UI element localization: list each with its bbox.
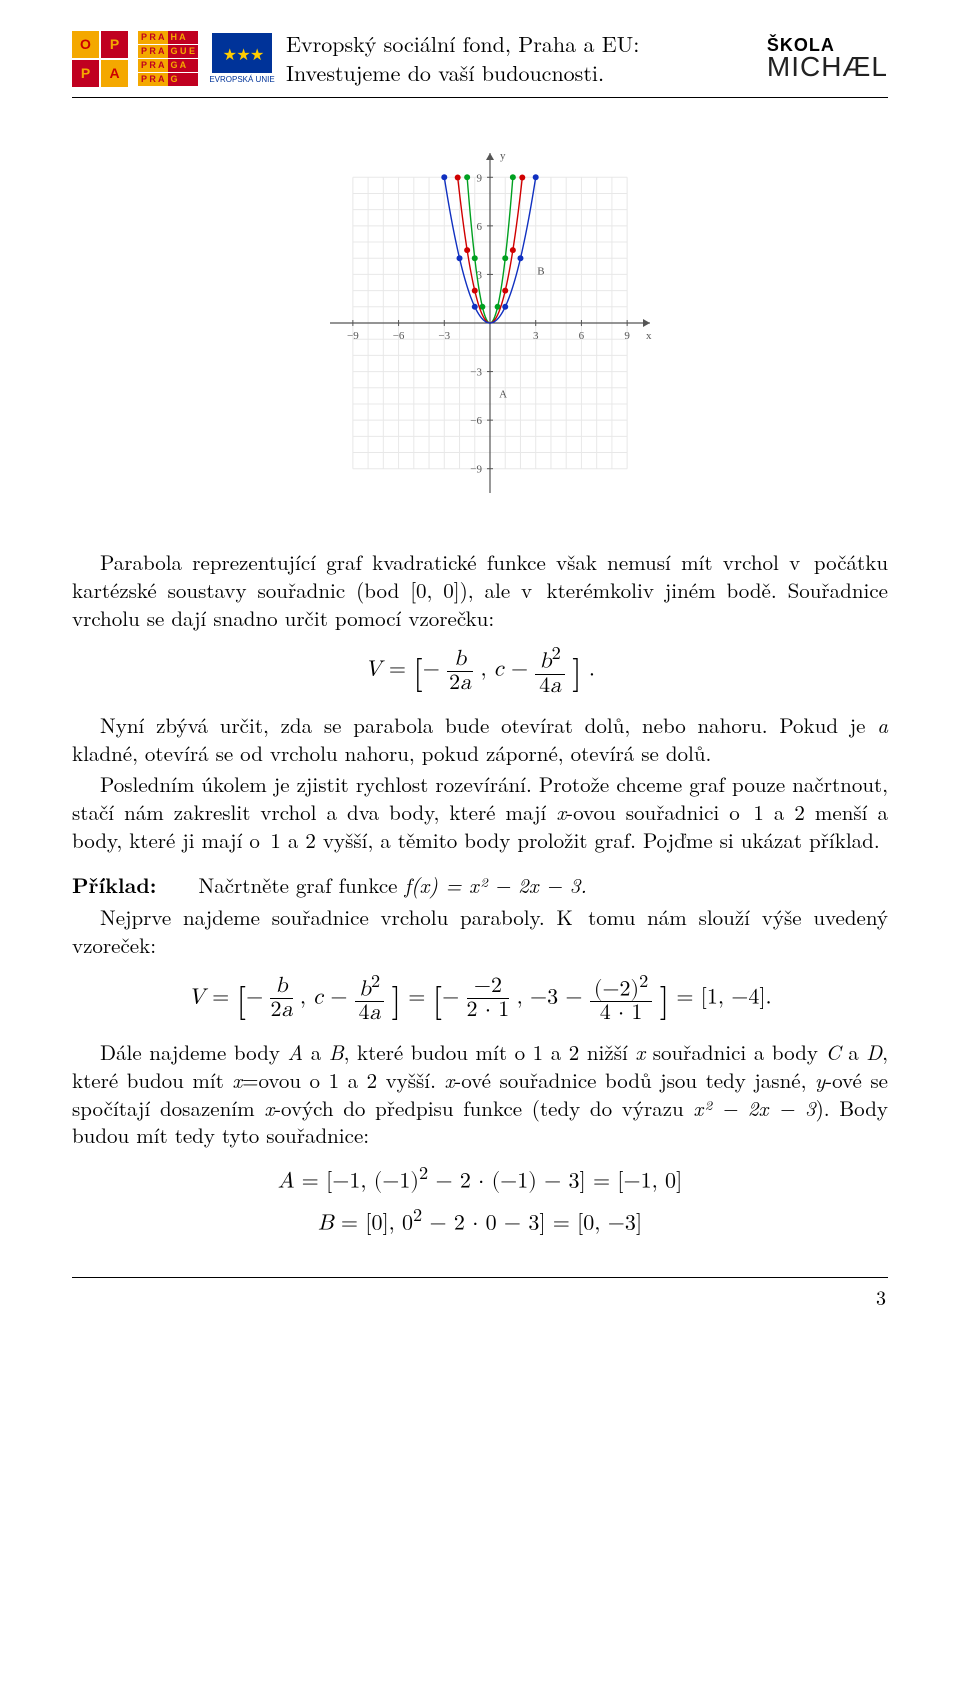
opp-letter: P (72, 60, 99, 87)
svg-text:−6: −6 (470, 415, 482, 427)
var-x: x (556, 797, 566, 827)
prague-row: P R A (138, 73, 168, 86)
p5b: a (303, 1037, 329, 1067)
footer-rule (72, 1277, 888, 1278)
eu-label: EVROPSKÁ UNIE (209, 75, 274, 84)
svg-text:−3: −3 (438, 330, 450, 342)
header-rule (72, 97, 888, 98)
formula-vertex: V = [− b 2a , c − b2 4a ] . (72, 644, 888, 698)
prague-row: P R A (138, 59, 168, 72)
para2-a: Nyní zbývá určit, zda se parabola bude o… (100, 710, 877, 740)
priklad-label: Příklad: (72, 870, 156, 900)
prague-row: G U E (168, 45, 199, 58)
prague-row: G A (168, 59, 199, 72)
chart-svg: −9−9−6−6−3−3336699xyAB (295, 138, 665, 508)
paragraph-3: Posledním úkolem je zjistit rychlost roz… (72, 771, 888, 854)
svg-text:−6: −6 (393, 330, 405, 342)
p5h: -ové souřadnice bodů jsou tedy jasné, (454, 1065, 815, 1095)
formula-point-A: A = [−1, (−1)2 − 2 · (−1) − 3] = [−1, 0] (72, 1162, 888, 1194)
var-C: C (826, 1037, 841, 1067)
p5g: =ovou o 1 a 2 vyšší. (242, 1065, 444, 1095)
parabola-chart: −9−9−6−6−3−3336699xyAB (72, 138, 888, 513)
svg-text:6: 6 (579, 330, 585, 342)
prague-row: P R A (138, 45, 168, 58)
var-D: D (866, 1037, 882, 1067)
svg-text:−9: −9 (347, 330, 359, 342)
svg-text:−3: −3 (470, 367, 482, 379)
svg-text:3: 3 (533, 330, 539, 342)
svg-text:6: 6 (477, 221, 483, 233)
logo-prague: P R A P R A P R A P R A H A G U E G A G (138, 31, 198, 87)
para2-b: kladné, otevírá se od vrcholu nahoru, po… (72, 738, 711, 768)
paragraph-2: Nyní zbývá určit, zda se parabola bude o… (72, 712, 888, 767)
header-left: O P P A P R A P R A P R A P R A H A G U … (72, 30, 639, 87)
p5e: a (841, 1037, 867, 1067)
p5a: Dále najdeme body (100, 1037, 288, 1067)
eu-flag: ★ ★ ★ (212, 33, 272, 73)
formula-point-B: B = [0], 02 − 2 · 0 − 3] = [0, −3] (72, 1204, 888, 1236)
page-number: 3 (72, 1282, 888, 1311)
prague-row: H A (168, 31, 199, 44)
var-x4: x (264, 1093, 274, 1123)
var-A: A (288, 1037, 304, 1067)
header-text: Evropský sociální fond, Praha a EU: Inve… (286, 30, 639, 87)
logo-eu: ★ ★ ★ EVROPSKÁ UNIE (208, 31, 276, 87)
svg-text:9: 9 (477, 172, 483, 184)
var-a: a (877, 710, 888, 740)
svg-text:−9: −9 (470, 464, 482, 476)
logo-opp: O P P A (72, 31, 128, 87)
logo-skola: ŠKOLA MICHÆL (767, 37, 888, 81)
var-x1: x (635, 1037, 645, 1067)
var-B: B (329, 1037, 344, 1067)
var-expr: x² − 2x − 3 (693, 1093, 815, 1123)
prague-row: P R A (138, 31, 168, 44)
svg-text:x: x (646, 330, 652, 342)
header-line2: Investujeme do vaší budoucnosti. (286, 59, 639, 88)
svg-text:9: 9 (624, 330, 630, 342)
opp-letter: P (101, 31, 128, 58)
prague-row: G (168, 73, 199, 86)
formula-vertex-eval: V = [− b 2a , c − b2 4a ] = [− −2 2 · 1 … (72, 972, 888, 1026)
svg-text:A: A (499, 389, 507, 401)
var-y: y (815, 1065, 825, 1095)
paragraph-5: Dále najdeme body A a B, které budou mít… (72, 1039, 888, 1150)
svg-text:y: y (500, 150, 506, 162)
svg-text:B: B (537, 266, 544, 278)
paragraph-4: Nejprve najdeme souřadnice vrcholu parab… (72, 904, 888, 959)
var-x2: x (232, 1065, 242, 1095)
p5j: -ových do předpisu funkce (tedy do výraz… (274, 1093, 693, 1123)
priklad-text: Načrtněte graf funkce (198, 870, 404, 900)
eu-stars-icon: ★ ★ ★ (223, 42, 262, 65)
skola-bot: MICHÆL (767, 54, 888, 81)
opp-letter: O (72, 31, 99, 58)
var-x3: x (445, 1065, 455, 1095)
p5d: souřadnici a body (645, 1037, 825, 1067)
header-line1: Evropský sociální fond, Praha a EU: (286, 30, 639, 59)
priklad-fn: f(x) = x² − 2x − 3. (405, 870, 587, 900)
body-text: Parabola reprezentující graf kvadratické… (72, 549, 888, 1236)
p5c: , které budou mít o 1 a 2 nižší (344, 1037, 636, 1067)
opp-letter: A (101, 60, 128, 87)
page-header: O P P A P R A P R A P R A P R A H A G U … (72, 30, 888, 87)
priklad-line: Příklad: Načrtněte graf funkce f(x) = x²… (72, 872, 888, 900)
paragraph-1: Parabola reprezentující graf kvadratické… (72, 549, 888, 632)
